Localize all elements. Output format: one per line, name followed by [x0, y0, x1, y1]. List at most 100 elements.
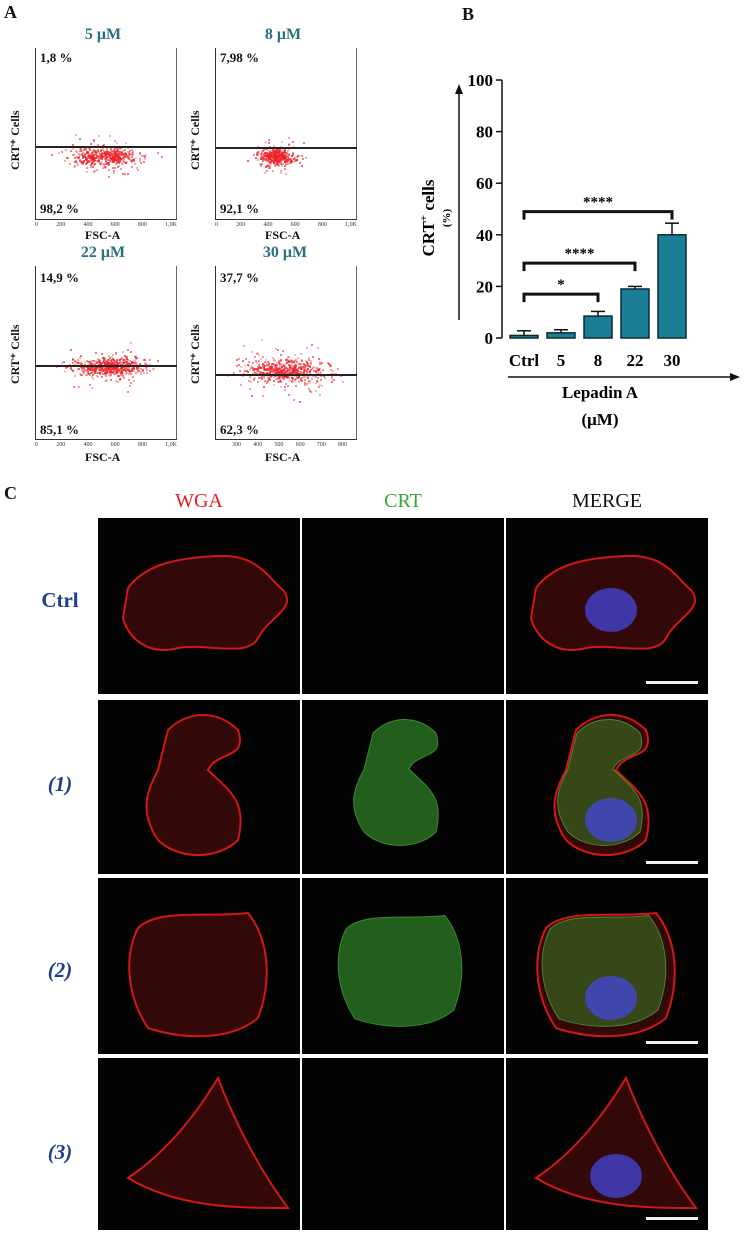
- scatter-dot: [97, 160, 100, 163]
- scatter-dot: [119, 367, 122, 370]
- crt-image: [302, 878, 504, 1054]
- scatter-dot: [81, 370, 84, 373]
- x-axis-label-line1: Lepadin A: [562, 383, 639, 402]
- scatter-dot: [287, 385, 289, 388]
- scatter-dot: [273, 161, 276, 164]
- scatter-dot: [96, 157, 99, 160]
- scatter-dot: [293, 157, 296, 160]
- scatter-dot: [78, 150, 81, 153]
- scatter-dot: [95, 169, 98, 171]
- row-label-ctrl: Ctrl: [41, 588, 79, 612]
- scatter-dot: [139, 158, 142, 161]
- scatter-dot: [128, 373, 131, 376]
- scatter-dot: [86, 360, 89, 363]
- scatter-dot: [262, 362, 265, 365]
- scatter-dot: [88, 373, 91, 376]
- scatter-dot: [271, 152, 274, 155]
- scatter-dot: [104, 359, 107, 362]
- scatter-dot: [130, 156, 133, 159]
- scatter-dot: [330, 369, 333, 372]
- scatter-dot: [315, 382, 318, 385]
- scatter-dot: [285, 365, 288, 368]
- scatter-dot: [137, 368, 140, 371]
- scatter-dot: [94, 369, 97, 372]
- scatter-dots: [216, 266, 357, 439]
- scatter-dot: [118, 159, 121, 162]
- scatter-dot: [75, 134, 78, 137]
- scatter-dot: [283, 152, 286, 155]
- scatter-dot: [99, 153, 102, 156]
- scatter-dot: [279, 371, 282, 374]
- scatter-dot: [148, 363, 151, 366]
- scatter-dot: [112, 166, 115, 169]
- scatter-dot: [117, 158, 120, 161]
- scatter-dot: [99, 162, 102, 165]
- scatter-dot: [98, 135, 101, 138]
- scatter-dot: [262, 367, 265, 370]
- scatter-dot: [109, 159, 112, 162]
- scatter-dot: [261, 367, 264, 370]
- scatter-dot: [80, 368, 83, 371]
- scatter-dot: [109, 360, 112, 363]
- scatter-dot: [105, 367, 108, 370]
- scatter-dot: [127, 147, 130, 150]
- scatter-dot: [268, 150, 271, 152]
- scatter-dot: [286, 153, 289, 156]
- y-tick-label: 40: [476, 226, 493, 245]
- significance-label: ****: [583, 195, 613, 211]
- scatter-dot: [266, 365, 269, 368]
- scatter-dot: [119, 159, 122, 162]
- scatter-dot: [292, 362, 295, 365]
- scatter-dot: [64, 367, 67, 370]
- scatter-dot: [232, 372, 235, 375]
- scatter-dot: [284, 365, 287, 368]
- scatter-dot: [106, 370, 109, 373]
- scatter-dot: [280, 149, 283, 152]
- scatter-dot: [109, 366, 112, 369]
- scatter-dot: [260, 164, 263, 167]
- scatter-dot: [117, 154, 120, 157]
- scatter-dot: [78, 159, 81, 162]
- scatter-dot: [91, 371, 94, 374]
- scatter-dot: [133, 162, 136, 165]
- scatter-dot: [252, 371, 255, 374]
- scatter-dot: [84, 374, 87, 377]
- scatter-dot: [117, 363, 120, 366]
- scatter-dot: [88, 155, 91, 158]
- scatter-dot: [301, 366, 304, 369]
- scatter-dot: [272, 156, 275, 159]
- scatter-dot: [105, 156, 108, 159]
- significance-bracket: [522, 210, 674, 220]
- scatter-dot: [134, 362, 137, 365]
- scatter-dot: [122, 150, 125, 153]
- scatter-dot: [91, 368, 94, 371]
- scatter-dot: [114, 363, 117, 366]
- scatter-dot: [104, 362, 107, 365]
- scatter-dot: [307, 359, 310, 362]
- scatter-dot: [101, 368, 104, 371]
- x-tick: 200: [56, 442, 66, 448]
- scatter-dot: [97, 366, 100, 369]
- scatter-dot: [266, 149, 269, 152]
- scatter-dot: [259, 366, 262, 369]
- scatter-dot: [317, 377, 320, 380]
- scatter-dot: [262, 159, 265, 162]
- scatter-dot: [309, 371, 312, 374]
- scatter-dot: [115, 150, 118, 153]
- scatter-dot: [284, 152, 287, 155]
- scatter-dot: [96, 371, 99, 374]
- scatter-dot: [268, 370, 271, 373]
- scatter-dot: [281, 164, 284, 167]
- scatter-dot: [101, 155, 104, 158]
- scatter-dot: [112, 155, 115, 158]
- scatter-dot: [110, 359, 113, 362]
- scatter-dot: [90, 367, 93, 370]
- scatter-dot: [258, 151, 261, 154]
- scatter-dot: [286, 366, 289, 369]
- scatter-dot: [85, 156, 88, 159]
- scatter-dot: [247, 160, 250, 163]
- scatter-dot: [101, 152, 104, 155]
- scatter-dot: [318, 361, 321, 364]
- scatter-dot: [123, 157, 126, 160]
- scatter-dot: [131, 151, 134, 154]
